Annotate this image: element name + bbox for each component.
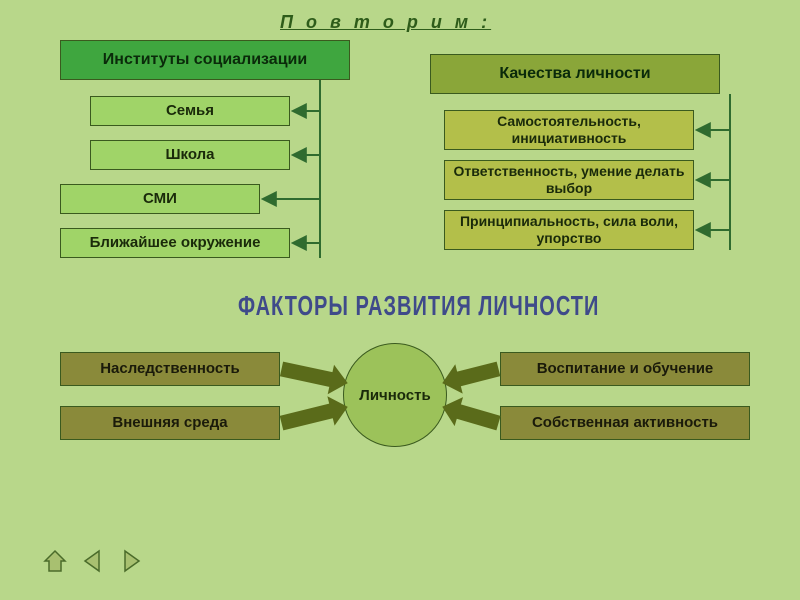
prev-button[interactable] — [78, 546, 108, 576]
left-item: Ближайшее окружение — [60, 228, 290, 258]
factor-right-box: Воспитание и обучение — [500, 352, 750, 386]
left-item: Школа — [90, 140, 290, 170]
next-button[interactable] — [116, 546, 146, 576]
page-title: П о в т о р и м : — [280, 12, 491, 33]
left-header-box: Институты социализации — [60, 40, 350, 80]
home-button[interactable] — [40, 546, 70, 576]
factor-right-box: Собственная активность — [500, 406, 750, 440]
left-item: Семья — [90, 96, 290, 126]
personality-circle: Личность — [343, 343, 447, 447]
right-item: Ответственность, умение делать выбор — [444, 160, 694, 200]
right-item: Принципиальность, сила воли, упорство — [444, 210, 694, 250]
factor-left-box: Внешняя среда — [60, 406, 280, 440]
factor-left-box: Наследственность — [60, 352, 280, 386]
right-item: Самостоятельность, инициативность — [444, 110, 694, 150]
right-header-box: Качества личности — [430, 54, 720, 94]
factors-headline: ФАКТОРЫ РАЗВИТИЯ ЛИЧНОСТИ — [238, 291, 599, 323]
left-item: СМИ — [60, 184, 260, 214]
